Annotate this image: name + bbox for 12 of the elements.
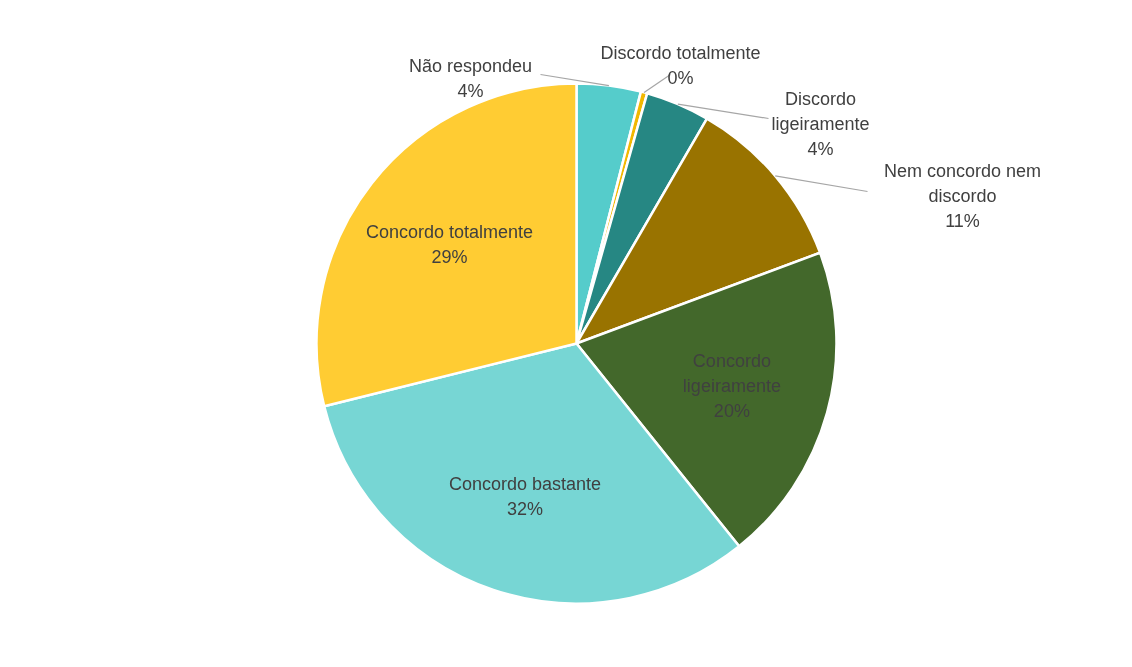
slice-label: Concordo bastante xyxy=(448,473,602,494)
data-label: 4% xyxy=(807,138,834,159)
data-label: 0% xyxy=(667,67,694,88)
slice-label: Nem concordo nem discordo xyxy=(883,160,1042,206)
slice-label: Discordo totalmente xyxy=(600,42,761,63)
slice-label: Não respondeu xyxy=(408,55,533,76)
slice-label: Discordo ligeiramente xyxy=(771,88,870,134)
data-label: 32% xyxy=(506,498,543,519)
data-label: 4% xyxy=(457,80,484,101)
data-label: 29% xyxy=(431,246,468,267)
slice-label: Concordo totalmente xyxy=(365,221,534,242)
data-label: 11% xyxy=(945,210,980,231)
